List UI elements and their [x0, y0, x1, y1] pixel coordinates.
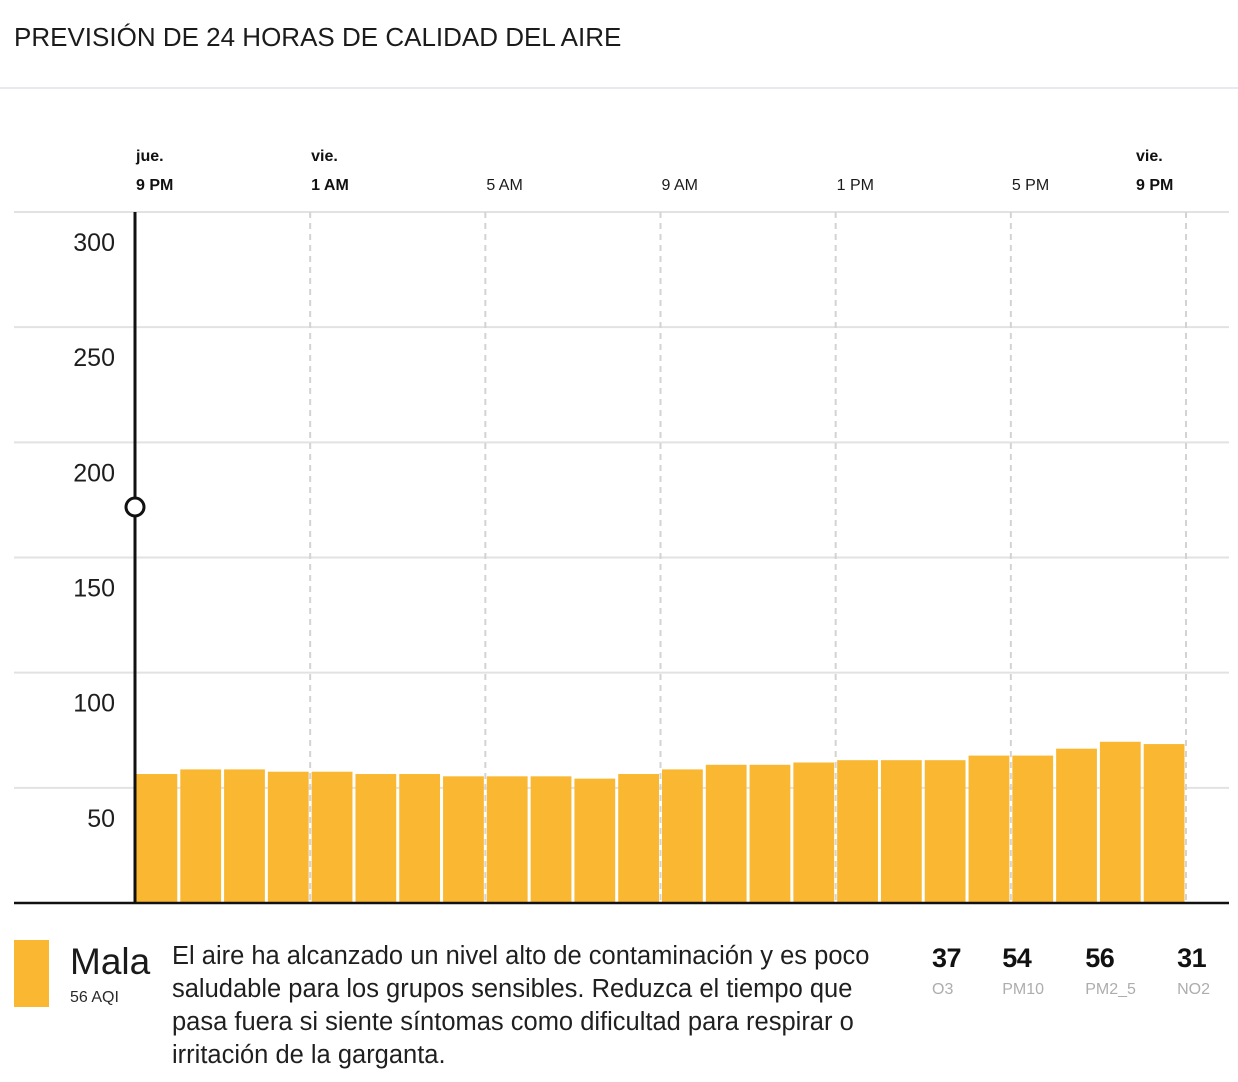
- x-tick: 5 PM: [1012, 145, 1076, 199]
- pollutant-name: PM2_5: [1085, 981, 1136, 998]
- bar[interactable]: [311, 771, 353, 903]
- bar[interactable]: [924, 760, 966, 903]
- y-tick-label: 200: [73, 459, 115, 487]
- axes: [14, 212, 1229, 905]
- x-axis-labels: jue. 9 PM vie. 1 AM 5 AM 9 AM 1 PM 5 PM vie. 9 PM: [0, 0, 1238, 210]
- bar[interactable]: [880, 760, 922, 903]
- x-tick-day-label: jue.: [136, 148, 164, 165]
- y-axis-labels: 300 250 200 150 100 50: [73, 229, 115, 833]
- bar[interactable]: [267, 771, 309, 903]
- bar[interactable]: [574, 778, 616, 903]
- y-tick-label: 50: [87, 805, 115, 833]
- aqi-value-label: 56 AQI: [70, 989, 119, 1006]
- bar[interactable]: [355, 774, 397, 903]
- pollutant-list: 37 O3 54 PM10 56 PM2_5 31 NO2: [932, 940, 1210, 1000]
- x-tick: 9 AM: [662, 145, 726, 199]
- bars: [136, 741, 1185, 903]
- time-cursor-handle[interactable]: [124, 496, 146, 518]
- y-tick-label: 100: [73, 690, 115, 718]
- x-tick-time-label: 5 PM: [1011, 177, 1050, 194]
- y-tick-label: 150: [73, 575, 115, 603]
- y-tick-label: 250: [73, 344, 115, 372]
- x-tick-time-label: 9 AM: [661, 177, 698, 194]
- x-tick: 5 AM: [486, 145, 550, 199]
- bar[interactable]: [1056, 748, 1097, 903]
- pollutant-pm10: 54 PM10: [1002, 940, 1044, 1000]
- bar[interactable]: [793, 762, 835, 903]
- bar[interactable]: [486, 776, 528, 903]
- page-title: PREVISIÓN DE 24 HORAS DE CALIDAD DEL AIR…: [14, 22, 622, 52]
- bar[interactable]: [837, 760, 878, 903]
- aqi-description: El aire ha alcanzado un nivel alto de co…: [172, 942, 870, 1069]
- chart-plot: 300 250 200 150 100 50: [14, 211, 1229, 905]
- bar[interactable]: [618, 774, 659, 903]
- pollutant-name: PM10: [1002, 981, 1045, 998]
- x-tick: vie. 1 AM: [311, 145, 375, 199]
- x-gridlines: [309, 212, 1187, 903]
- aqi-level-label: Mala: [70, 941, 151, 982]
- x-tick-time-label: 9 PM: [136, 177, 174, 194]
- x-tick: 1 PM: [837, 145, 901, 199]
- x-tick-time-label: 5 AM: [486, 177, 523, 194]
- x-tick-day-label: vie.: [311, 148, 338, 165]
- pollutant-name: O3: [932, 981, 954, 998]
- bar[interactable]: [662, 769, 703, 903]
- bar[interactable]: [1143, 744, 1185, 903]
- level-color-swatch: [14, 940, 49, 1007]
- bar[interactable]: [705, 764, 747, 903]
- pollutant-name: NO2: [1177, 981, 1210, 998]
- x-tick-time-label: 9 PM: [1136, 177, 1174, 194]
- bar[interactable]: [1012, 755, 1054, 903]
- pollutant-pm2-5: 56 PM2_5: [1085, 940, 1136, 1000]
- pollutant-o3: 37 O3: [932, 940, 962, 1000]
- bar[interactable]: [530, 776, 572, 903]
- bar[interactable]: [399, 774, 441, 903]
- pollutant-value: 31: [1177, 943, 1207, 973]
- x-tick-day-label: vie.: [1136, 148, 1163, 165]
- x-tick-time-label: 1 PM: [836, 177, 874, 194]
- bar[interactable]: [224, 769, 265, 903]
- bar[interactable]: [1099, 741, 1141, 903]
- bar[interactable]: [180, 769, 222, 903]
- x-tick: vie. 9 PM: [1136, 145, 1200, 199]
- bar[interactable]: [443, 776, 484, 903]
- bar[interactable]: [968, 755, 1010, 903]
- x-tick: jue. 9 PM: [136, 145, 200, 199]
- bar[interactable]: [749, 764, 791, 903]
- aqi-forecast-chart: 300 250 200 150 100 50 jue. 9 PM vie. 1 AM 5 AM 9 …: [0, 0, 1238, 905]
- x-tick-time-label: 1 AM: [311, 177, 349, 194]
- y-tick-label: 300: [73, 229, 115, 257]
- bar[interactable]: [136, 774, 178, 903]
- header-divider: [0, 87, 1238, 89]
- pollutant-value: 54: [1002, 943, 1032, 973]
- y-gridlines: [14, 211, 1229, 789]
- pollutant-no2: 31 NO2: [1177, 940, 1210, 1000]
- pollutant-value: 56: [1085, 943, 1115, 973]
- pollutant-value: 37: [932, 943, 962, 973]
